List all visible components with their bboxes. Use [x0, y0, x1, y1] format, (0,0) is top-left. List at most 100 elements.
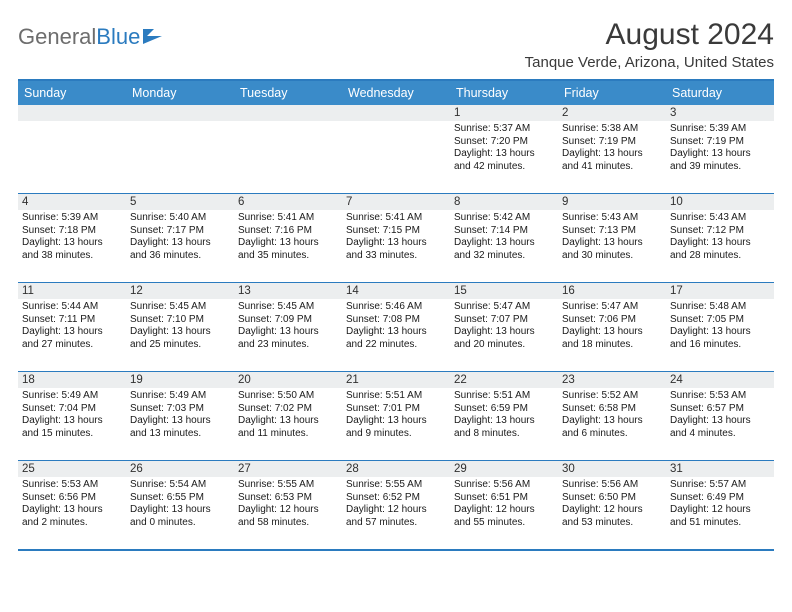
- detail-line: Daylight: 13 hours: [238, 415, 338, 428]
- detail-line: Daylight: 13 hours: [130, 237, 230, 250]
- day-cell: 9Sunrise: 5:43 AMSunset: 7:13 PMDaylight…: [558, 194, 666, 282]
- detail-line: Daylight: 13 hours: [454, 326, 554, 339]
- day-cell: 3Sunrise: 5:39 AMSunset: 7:19 PMDaylight…: [666, 105, 774, 193]
- detail-line: and 36 minutes.: [130, 250, 230, 263]
- detail-line: Sunrise: 5:47 AM: [454, 301, 554, 314]
- day-cell: 27Sunrise: 5:55 AMSunset: 6:53 PMDayligh…: [234, 461, 342, 549]
- day-cell: 16Sunrise: 5:47 AMSunset: 7:06 PMDayligh…: [558, 283, 666, 371]
- detail-line: Sunrise: 5:49 AM: [130, 390, 230, 403]
- detail-line: Sunrise: 5:50 AM: [238, 390, 338, 403]
- day-number: 21: [342, 372, 450, 388]
- detail-line: Sunrise: 5:53 AM: [22, 479, 122, 492]
- day-cell: 21Sunrise: 5:51 AMSunset: 7:01 PMDayligh…: [342, 372, 450, 460]
- detail-line: Daylight: 13 hours: [238, 237, 338, 250]
- detail-line: Daylight: 13 hours: [562, 415, 662, 428]
- detail-line: Sunset: 7:01 PM: [346, 403, 446, 416]
- day-headers-row: SundayMondayTuesdayWednesdayThursdayFrid…: [18, 81, 774, 105]
- day-details: Sunrise: 5:40 AMSunset: 7:17 PMDaylight:…: [126, 210, 234, 266]
- day-details: Sunrise: 5:45 AMSunset: 7:09 PMDaylight:…: [234, 299, 342, 355]
- day-number: 14: [342, 283, 450, 299]
- day-details: Sunrise: 5:48 AMSunset: 7:05 PMDaylight:…: [666, 299, 774, 355]
- detail-line: Daylight: 13 hours: [22, 504, 122, 517]
- day-cell: 18Sunrise: 5:49 AMSunset: 7:04 PMDayligh…: [18, 372, 126, 460]
- day-details: Sunrise: 5:56 AMSunset: 6:50 PMDaylight:…: [558, 477, 666, 533]
- detail-line: Sunrise: 5:56 AM: [562, 479, 662, 492]
- detail-line: Daylight: 13 hours: [22, 415, 122, 428]
- detail-line: Daylight: 13 hours: [238, 326, 338, 339]
- day-number: 4: [18, 194, 126, 210]
- detail-line: Sunrise: 5:43 AM: [670, 212, 770, 225]
- day-details: Sunrise: 5:39 AMSunset: 7:19 PMDaylight:…: [666, 121, 774, 177]
- detail-line: Daylight: 13 hours: [346, 237, 446, 250]
- detail-line: Sunset: 7:04 PM: [22, 403, 122, 416]
- calendar-page: GeneralBlue August 2024 Tanque Verde, Ar…: [0, 0, 792, 551]
- day-details: Sunrise: 5:45 AMSunset: 7:10 PMDaylight:…: [126, 299, 234, 355]
- detail-line: Sunset: 6:57 PM: [670, 403, 770, 416]
- day-cell: 17Sunrise: 5:48 AMSunset: 7:05 PMDayligh…: [666, 283, 774, 371]
- detail-line: Daylight: 13 hours: [346, 415, 446, 428]
- detail-line: and 16 minutes.: [670, 339, 770, 352]
- detail-line: Daylight: 13 hours: [562, 237, 662, 250]
- day-header: Monday: [126, 81, 234, 105]
- day-number: [342, 105, 450, 121]
- detail-line: and 42 minutes.: [454, 161, 554, 174]
- day-number: 31: [666, 461, 774, 477]
- day-number: 16: [558, 283, 666, 299]
- calendar: SundayMondayTuesdayWednesdayThursdayFrid…: [18, 79, 774, 551]
- day-number: 2: [558, 105, 666, 121]
- week-row: 25Sunrise: 5:53 AMSunset: 6:56 PMDayligh…: [18, 460, 774, 549]
- detail-line: and 2 minutes.: [22, 517, 122, 530]
- day-header: Sunday: [18, 81, 126, 105]
- detail-line: and 51 minutes.: [670, 517, 770, 530]
- detail-line: Sunrise: 5:52 AM: [562, 390, 662, 403]
- day-number: 7: [342, 194, 450, 210]
- day-number: [126, 105, 234, 121]
- detail-line: Sunset: 7:11 PM: [22, 314, 122, 327]
- detail-line: Sunrise: 5:47 AM: [562, 301, 662, 314]
- week-row: 11Sunrise: 5:44 AMSunset: 7:11 PMDayligh…: [18, 282, 774, 371]
- day-number: 28: [342, 461, 450, 477]
- detail-line: Sunset: 7:19 PM: [670, 136, 770, 149]
- day-details: Sunrise: 5:54 AMSunset: 6:55 PMDaylight:…: [126, 477, 234, 533]
- day-details: Sunrise: 5:51 AMSunset: 6:59 PMDaylight:…: [450, 388, 558, 444]
- day-cell: 1Sunrise: 5:37 AMSunset: 7:20 PMDaylight…: [450, 105, 558, 193]
- day-cell: 26Sunrise: 5:54 AMSunset: 6:55 PMDayligh…: [126, 461, 234, 549]
- detail-line: and 23 minutes.: [238, 339, 338, 352]
- detail-line: Daylight: 13 hours: [130, 415, 230, 428]
- day-details: Sunrise: 5:44 AMSunset: 7:11 PMDaylight:…: [18, 299, 126, 355]
- day-number: 10: [666, 194, 774, 210]
- day-details: Sunrise: 5:50 AMSunset: 7:02 PMDaylight:…: [234, 388, 342, 444]
- detail-line: Sunrise: 5:45 AM: [238, 301, 338, 314]
- detail-line: Sunset: 7:15 PM: [346, 225, 446, 238]
- detail-line: and 55 minutes.: [454, 517, 554, 530]
- week-row: 4Sunrise: 5:39 AMSunset: 7:18 PMDaylight…: [18, 193, 774, 282]
- detail-line: Daylight: 12 hours: [562, 504, 662, 517]
- day-cell: 14Sunrise: 5:46 AMSunset: 7:08 PMDayligh…: [342, 283, 450, 371]
- detail-line: Sunset: 6:51 PM: [454, 492, 554, 505]
- detail-line: and 11 minutes.: [238, 428, 338, 441]
- detail-line: and 6 minutes.: [562, 428, 662, 441]
- week-row: 1Sunrise: 5:37 AMSunset: 7:20 PMDaylight…: [18, 105, 774, 193]
- day-number: 20: [234, 372, 342, 388]
- detail-line: Daylight: 13 hours: [346, 326, 446, 339]
- day-number: 24: [666, 372, 774, 388]
- detail-line: Daylight: 13 hours: [130, 504, 230, 517]
- day-details: Sunrise: 5:56 AMSunset: 6:51 PMDaylight:…: [450, 477, 558, 533]
- day-number: 19: [126, 372, 234, 388]
- day-number: 30: [558, 461, 666, 477]
- detail-line: Daylight: 12 hours: [346, 504, 446, 517]
- day-number: [234, 105, 342, 121]
- logo: GeneralBlue: [18, 18, 164, 50]
- detail-line: and 18 minutes.: [562, 339, 662, 352]
- day-cell: 19Sunrise: 5:49 AMSunset: 7:03 PMDayligh…: [126, 372, 234, 460]
- day-details: Sunrise: 5:49 AMSunset: 7:03 PMDaylight:…: [126, 388, 234, 444]
- day-details: Sunrise: 5:51 AMSunset: 7:01 PMDaylight:…: [342, 388, 450, 444]
- day-number: 26: [126, 461, 234, 477]
- detail-line: Daylight: 13 hours: [454, 415, 554, 428]
- detail-line: Sunset: 7:05 PM: [670, 314, 770, 327]
- detail-line: Sunrise: 5:51 AM: [346, 390, 446, 403]
- detail-line: and 15 minutes.: [22, 428, 122, 441]
- detail-line: Daylight: 13 hours: [562, 326, 662, 339]
- day-cell: [342, 105, 450, 193]
- logo-flag-icon: [142, 27, 164, 45]
